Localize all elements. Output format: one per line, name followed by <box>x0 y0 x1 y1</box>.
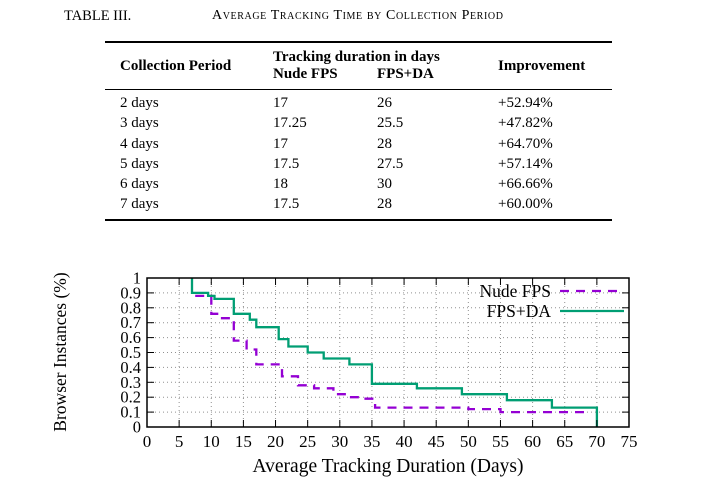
y-tick-label: 0.6 <box>120 328 141 347</box>
table-row: 4 days 17 28 +64.70% <box>120 134 612 154</box>
x-tick-label: 25 <box>299 432 316 451</box>
table-bottom-rule <box>105 218 612 221</box>
chart-canvas: 0 5 10 15 20 25 30 35 40 45 50 55 60 65 70 75 00.10.20.3… <box>50 269 638 478</box>
table-cell: 17.25 <box>273 115 307 132</box>
x-tick-label: 70 <box>588 432 605 451</box>
y-tick-label: 0 <box>133 418 141 437</box>
table-row: 2 days 17 26 +52.94% <box>120 93 612 113</box>
table-caption-title: Average Tracking Time by Collection Peri… <box>212 8 504 23</box>
x-tick-label: 60 <box>524 432 541 451</box>
table-mid-rule <box>105 89 612 90</box>
table-cell: +66.66% <box>498 176 553 193</box>
table-cell: +64.70% <box>498 135 553 152</box>
x-tick-label: 15 <box>235 432 252 451</box>
x-tick-label: 0 <box>143 432 152 451</box>
x-tick-label: 45 <box>428 432 445 451</box>
x-tick-label: 75 <box>621 432 638 451</box>
y-tick-label: 0.1 <box>120 403 141 422</box>
y-tick-label: 0.8 <box>120 298 141 317</box>
header-nude-fps: Nude FPS <box>273 66 338 82</box>
y-axis-title: Browser Instances (%) <box>50 272 70 432</box>
table-cell: 17 <box>273 95 288 111</box>
table-cell: 3 days <box>120 115 159 132</box>
y-tick-label: 0.7 <box>120 313 141 332</box>
series-line-fps-da <box>190 278 599 427</box>
table-caption: TABLE III. Average Tracking Time by Coll… <box>0 8 708 26</box>
data-table: Collection Period Tracking duration in d… <box>105 41 612 221</box>
table-row: 5 days 17.5 27.5 +57.14% <box>120 154 612 174</box>
table-cell: 30 <box>377 176 392 193</box>
y-tick-label: 1 <box>133 269 141 288</box>
table-row: 6 days 18 30 +66.66% <box>120 174 612 194</box>
x-tick-label: 30 <box>331 432 348 451</box>
table-row: 3 days 17.25 25.5 +47.82% <box>120 113 612 133</box>
table-cell: 6 days <box>120 176 159 193</box>
table-cell: 28 <box>377 196 392 213</box>
legend-label: Nude FPS <box>480 281 551 301</box>
table-cell: +47.82% <box>498 115 553 132</box>
table-cell: 17.5 <box>273 196 300 213</box>
x-tick-label: 65 <box>556 432 573 451</box>
y-tick-label: 0.3 <box>120 373 141 392</box>
x-tick-label: 5 <box>175 432 184 451</box>
table-row: 7 days 17.5 28 +60.00% <box>120 194 612 214</box>
table-caption-label: TABLE III. <box>64 8 132 24</box>
header-fps-da: FPS+DA <box>377 66 434 82</box>
header-collection-period: Collection Period <box>120 57 232 74</box>
table-cell: +57.14% <box>498 155 553 172</box>
chart-tick-labels: 0 5 10 15 20 25 30 35 40 45 50 55 60 65 70 75 00.10.20.3… <box>120 269 637 452</box>
x-axis-title: Average Tracking Duration (Days) <box>253 456 524 477</box>
series-line-nude-fps <box>195 294 584 414</box>
table-top-rule <box>105 41 612 43</box>
legend-label: FPS+DA <box>487 301 552 321</box>
tracking-duration-chart: 0 5 10 15 20 25 30 35 40 45 50 55 60 65 70 75 0 0.1 0.2 0.3… <box>0 248 708 489</box>
y-tick-label: 0.9 <box>120 283 141 302</box>
x-tick-label: 35 <box>363 432 380 451</box>
table-cell: 25.5 <box>377 115 404 132</box>
table-cell: 2 days <box>120 95 159 111</box>
table-cell: +60.00% <box>498 196 553 213</box>
plot-border <box>146 277 630 428</box>
y-tick-label: 0.5 <box>120 343 141 362</box>
x-tick-label: 20 <box>267 432 284 451</box>
x-tick-label: 10 <box>203 432 220 451</box>
x-tick-label: 55 <box>492 432 509 451</box>
x-tick-label: 50 <box>460 432 477 451</box>
table-cell: 26 <box>377 95 392 111</box>
header-tracking-duration-span: Tracking duration in days <box>273 49 440 65</box>
table-cell: 18 <box>273 176 288 193</box>
table-cell: 4 days <box>120 135 159 152</box>
table-cell: 17 <box>273 135 288 152</box>
chart-grid <box>146 277 630 428</box>
table-body: 2 days 17 26 +52.94% 3 days 17.25 25.5 +… <box>105 90 612 219</box>
x-tick-label: 40 <box>396 432 413 451</box>
table-cell: 17.5 <box>273 155 300 172</box>
header-improvement: Improvement <box>498 57 586 74</box>
y-tick-label: 0.2 <box>120 388 141 407</box>
table-cell: 5 days <box>120 155 159 172</box>
table-cell: +52.94% <box>498 95 553 111</box>
chart-series <box>190 278 599 427</box>
table-cell: 7 days <box>120 196 159 213</box>
y-tick-label: 0.4 <box>120 358 141 377</box>
table-cell: 27.5 <box>377 155 404 172</box>
table-header: Collection Period Tracking duration in d… <box>105 43 612 89</box>
table-cell: 28 <box>377 135 392 152</box>
